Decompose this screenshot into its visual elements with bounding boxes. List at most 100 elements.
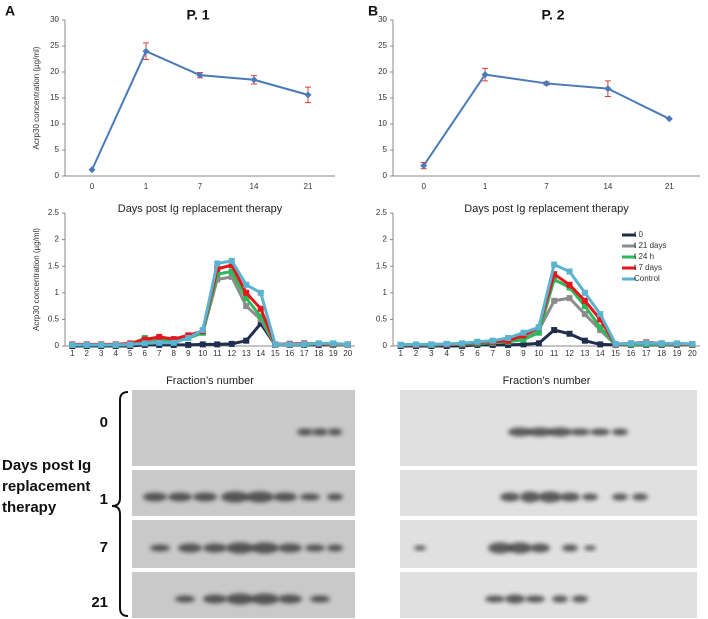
y-axis-label: Acrp30 concentration (µg/ml)	[32, 46, 41, 149]
marker	[604, 85, 612, 93]
marker	[243, 295, 250, 302]
x-tick-label: 12	[227, 349, 236, 358]
marker	[156, 339, 163, 346]
marker	[257, 289, 264, 296]
panel-label: A	[5, 3, 15, 19]
x-axis-label: Days post Ig replacement therapy	[118, 203, 283, 215]
marker	[228, 257, 235, 264]
y-tick-label: 20	[378, 67, 387, 76]
x-tick-label: 15	[611, 349, 620, 358]
marker	[520, 341, 527, 348]
marker	[301, 340, 308, 347]
blot-caption: replacement	[2, 478, 90, 495]
marker	[566, 268, 573, 275]
marker	[98, 341, 105, 348]
x-tick-label: 15	[271, 349, 280, 358]
blot-band	[168, 492, 192, 502]
blot-band	[508, 427, 532, 437]
blot-band	[552, 595, 568, 603]
legend-label: t 21 days	[634, 241, 666, 250]
y-tick-label: 10	[378, 119, 387, 128]
x-tick-label: 17	[642, 349, 651, 358]
blot-band	[528, 427, 552, 437]
marker	[673, 340, 680, 347]
blot-panel	[400, 520, 697, 568]
marker	[581, 289, 588, 296]
x-tick-label: 4	[114, 349, 119, 358]
chart-title: P. 2	[541, 7, 564, 23]
x-tick-label: 1	[483, 182, 488, 191]
blot-band	[193, 492, 217, 502]
x-tick-label: 5	[460, 349, 465, 358]
marker	[243, 289, 250, 296]
blot-band	[612, 428, 628, 436]
y-tick-label: 0	[383, 341, 388, 350]
x-tick-label: 13	[580, 349, 589, 358]
x-tick-label: 1	[398, 349, 403, 358]
blot-band	[150, 544, 170, 552]
blot-band	[226, 593, 254, 605]
blot-band	[508, 542, 532, 554]
marker	[566, 281, 573, 288]
marker	[214, 260, 221, 267]
marker	[597, 311, 604, 318]
marker	[665, 115, 673, 123]
blot-band	[488, 542, 512, 554]
marker	[505, 335, 512, 342]
y-tick-label: 0.5	[376, 315, 388, 324]
series-line	[422, 73, 670, 167]
marker	[272, 341, 279, 348]
marker	[520, 329, 527, 336]
blot-band	[562, 544, 578, 552]
blot-band	[530, 543, 550, 553]
x-tick-label: 10	[534, 349, 543, 358]
marker	[199, 341, 206, 348]
x-tick-label: 18	[657, 349, 666, 358]
x-tick-label: 16	[626, 349, 635, 358]
marker	[243, 281, 250, 288]
x-tick-label: 14	[250, 182, 259, 191]
blot-row-label: 21	[91, 594, 108, 611]
marker	[156, 333, 163, 340]
blot-band	[203, 543, 227, 553]
blot-band	[590, 428, 610, 436]
blot-band	[221, 491, 249, 503]
y-tick-label: 30	[50, 15, 59, 24]
y-tick-label: 15	[378, 93, 387, 102]
marker	[420, 162, 428, 170]
blot-panel	[400, 390, 697, 466]
blot-band	[203, 594, 227, 604]
blot-band	[300, 493, 320, 501]
series-line	[72, 263, 348, 346]
marker	[196, 71, 204, 79]
blot-panel	[400, 572, 697, 618]
marker	[459, 340, 466, 347]
x-tick-label: 7	[544, 182, 549, 191]
x-axis-label: Days post Ig replacement therapy	[464, 203, 629, 215]
blot-band	[538, 491, 562, 503]
y-tick-label: 10	[50, 119, 59, 128]
chart-title: P. 1	[186, 7, 209, 23]
y-tick-label: 2	[55, 235, 60, 244]
series-line	[72, 275, 348, 347]
marker	[535, 324, 542, 331]
y-tick-label: 1.5	[48, 261, 60, 270]
legend-label: t 7 days	[634, 263, 662, 272]
x-tick-label: 21	[304, 182, 313, 191]
x-tick-label: 14	[256, 349, 265, 358]
blot-band	[505, 594, 525, 604]
x-tick-label: 3	[429, 349, 434, 358]
y-tick-label: 25	[50, 41, 59, 50]
x-axis-label: Fraction’s number	[503, 375, 591, 387]
blot-row-label: 1	[100, 491, 108, 508]
marker	[257, 320, 264, 327]
x-tick-label: 2	[414, 349, 419, 358]
marker	[228, 340, 235, 347]
y-tick-label: 2.5	[376, 208, 388, 217]
y-tick-label: 2	[383, 235, 388, 244]
x-tick-label: 16	[285, 349, 294, 358]
marker	[581, 337, 588, 344]
blot-band	[251, 593, 279, 605]
marker	[344, 341, 351, 348]
